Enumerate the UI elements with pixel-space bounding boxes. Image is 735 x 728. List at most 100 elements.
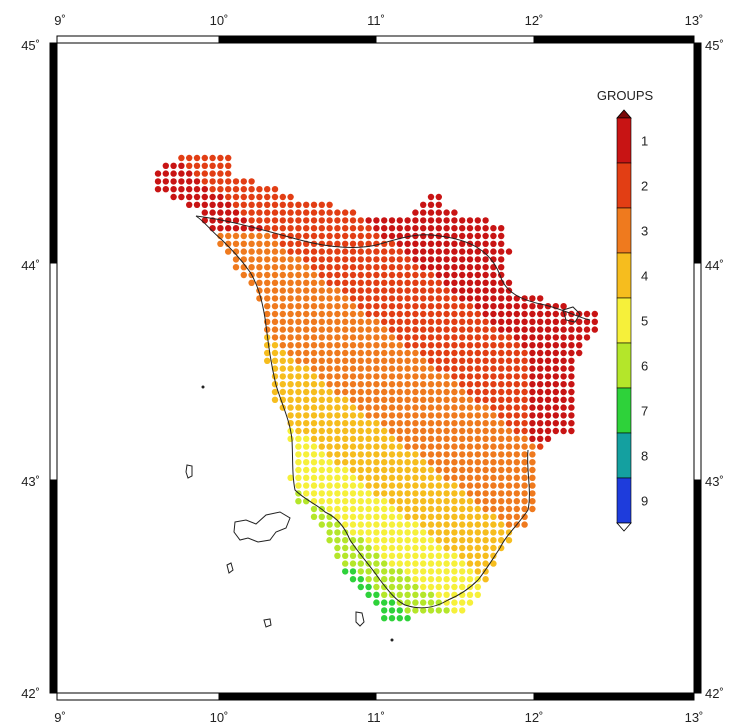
point-group-3: [248, 232, 255, 240]
point-group-3: [420, 357, 427, 364]
point-group-5: [459, 576, 466, 583]
point-group-3: [357, 342, 364, 349]
point-group-2: [295, 209, 302, 216]
point-group-3: [287, 318, 294, 325]
point-group-2: [521, 357, 528, 364]
point-group-1: [537, 388, 544, 396]
point-group-2: [381, 318, 388, 325]
point-group-2: [349, 209, 357, 216]
point-group-1: [474, 248, 481, 255]
point-group-1: [443, 264, 450, 271]
point-group-4: [451, 537, 458, 544]
frame-top-segment: [218, 35, 377, 44]
point-group-4: [420, 498, 427, 505]
point-group-5: [420, 529, 427, 536]
frame-right-segment: [693, 42, 702, 264]
point-group-5: [412, 552, 419, 559]
point-group-1: [435, 209, 442, 216]
point-group-5: [303, 474, 310, 481]
point-group-1: [521, 334, 528, 341]
point-group-3: [388, 381, 396, 388]
point-group-2: [466, 334, 474, 341]
point-group-4: [443, 490, 450, 497]
point-group-3: [365, 365, 372, 372]
point-group-1: [451, 240, 458, 247]
point-group-4: [373, 474, 380, 481]
point-group-3: [459, 427, 466, 435]
point-group-4: [342, 420, 349, 427]
point-group-1: [529, 427, 536, 435]
point-group-5: [381, 552, 388, 559]
point-group-5: [373, 521, 380, 528]
point-group-2: [420, 310, 427, 318]
point-group-2: [420, 318, 427, 325]
point-group-3: [318, 303, 325, 310]
point-group-3: [427, 373, 435, 380]
point-group-2: [303, 201, 310, 208]
point-group-1: [560, 381, 567, 388]
point-group-3: [256, 248, 263, 255]
point-group-3: [435, 459, 442, 466]
point-group-4: [404, 505, 411, 513]
point-group-4: [357, 451, 364, 458]
point-group-5: [381, 498, 388, 505]
point-group-2: [482, 381, 489, 388]
point-group-1: [170, 186, 177, 193]
point-group-3: [310, 334, 318, 341]
point-group-3: [474, 435, 481, 442]
point-group-1: [209, 193, 216, 201]
point-group-1: [412, 225, 419, 232]
point-group-2: [435, 365, 442, 372]
point-group-4: [381, 459, 388, 466]
point-group-3: [427, 381, 435, 388]
point-group-3: [326, 365, 333, 372]
point-group-1: [474, 240, 481, 247]
point-group-4: [318, 427, 325, 435]
point-group-2: [505, 404, 513, 411]
point-group-5: [342, 490, 349, 497]
point-group-5: [412, 560, 419, 567]
point-group-3: [303, 295, 310, 302]
point-group-2: [498, 373, 505, 380]
point-group-2: [505, 357, 513, 364]
point-group-3: [271, 318, 279, 325]
point-group-3: [225, 240, 232, 247]
island-pianosa: [226, 562, 234, 574]
point-group-4: [326, 404, 333, 411]
point-group-3: [279, 326, 286, 333]
point-group-3: [334, 381, 341, 388]
point-group-1: [451, 271, 458, 279]
point-group-3: [482, 498, 489, 505]
point-group-3: [271, 256, 279, 263]
point-group-4: [420, 482, 427, 489]
point-group-6: [412, 583, 419, 591]
point-group-2: [427, 303, 435, 310]
point-group-1: [459, 240, 466, 247]
point-group-1: [474, 303, 481, 310]
point-group-4: [505, 537, 513, 544]
point-group-2: [490, 396, 497, 403]
point-group-4: [435, 490, 442, 497]
point-group-1: [552, 365, 559, 372]
point-group-1: [560, 427, 567, 435]
point-group-3: [412, 373, 419, 380]
point-group-7: [373, 599, 380, 606]
point-group-1: [466, 287, 474, 294]
point-group-4: [381, 427, 388, 435]
point-group-2: [373, 256, 380, 263]
point-group-3: [373, 349, 380, 357]
point-group-3: [459, 459, 466, 466]
point-group-3: [334, 357, 341, 364]
point-group-3: [240, 248, 247, 255]
point-group-4: [342, 451, 349, 458]
point-group-5: [412, 576, 419, 583]
lon-tick-top-10: 10˚: [210, 13, 229, 28]
point-group-3: [396, 412, 403, 419]
point-group-3: [373, 381, 380, 388]
point-group-3: [498, 466, 505, 474]
point-group-3: [373, 318, 380, 325]
point-group-4: [443, 505, 450, 513]
point-group-3: [264, 271, 271, 279]
point-group-3: [365, 318, 372, 325]
point-group-3: [482, 466, 489, 474]
